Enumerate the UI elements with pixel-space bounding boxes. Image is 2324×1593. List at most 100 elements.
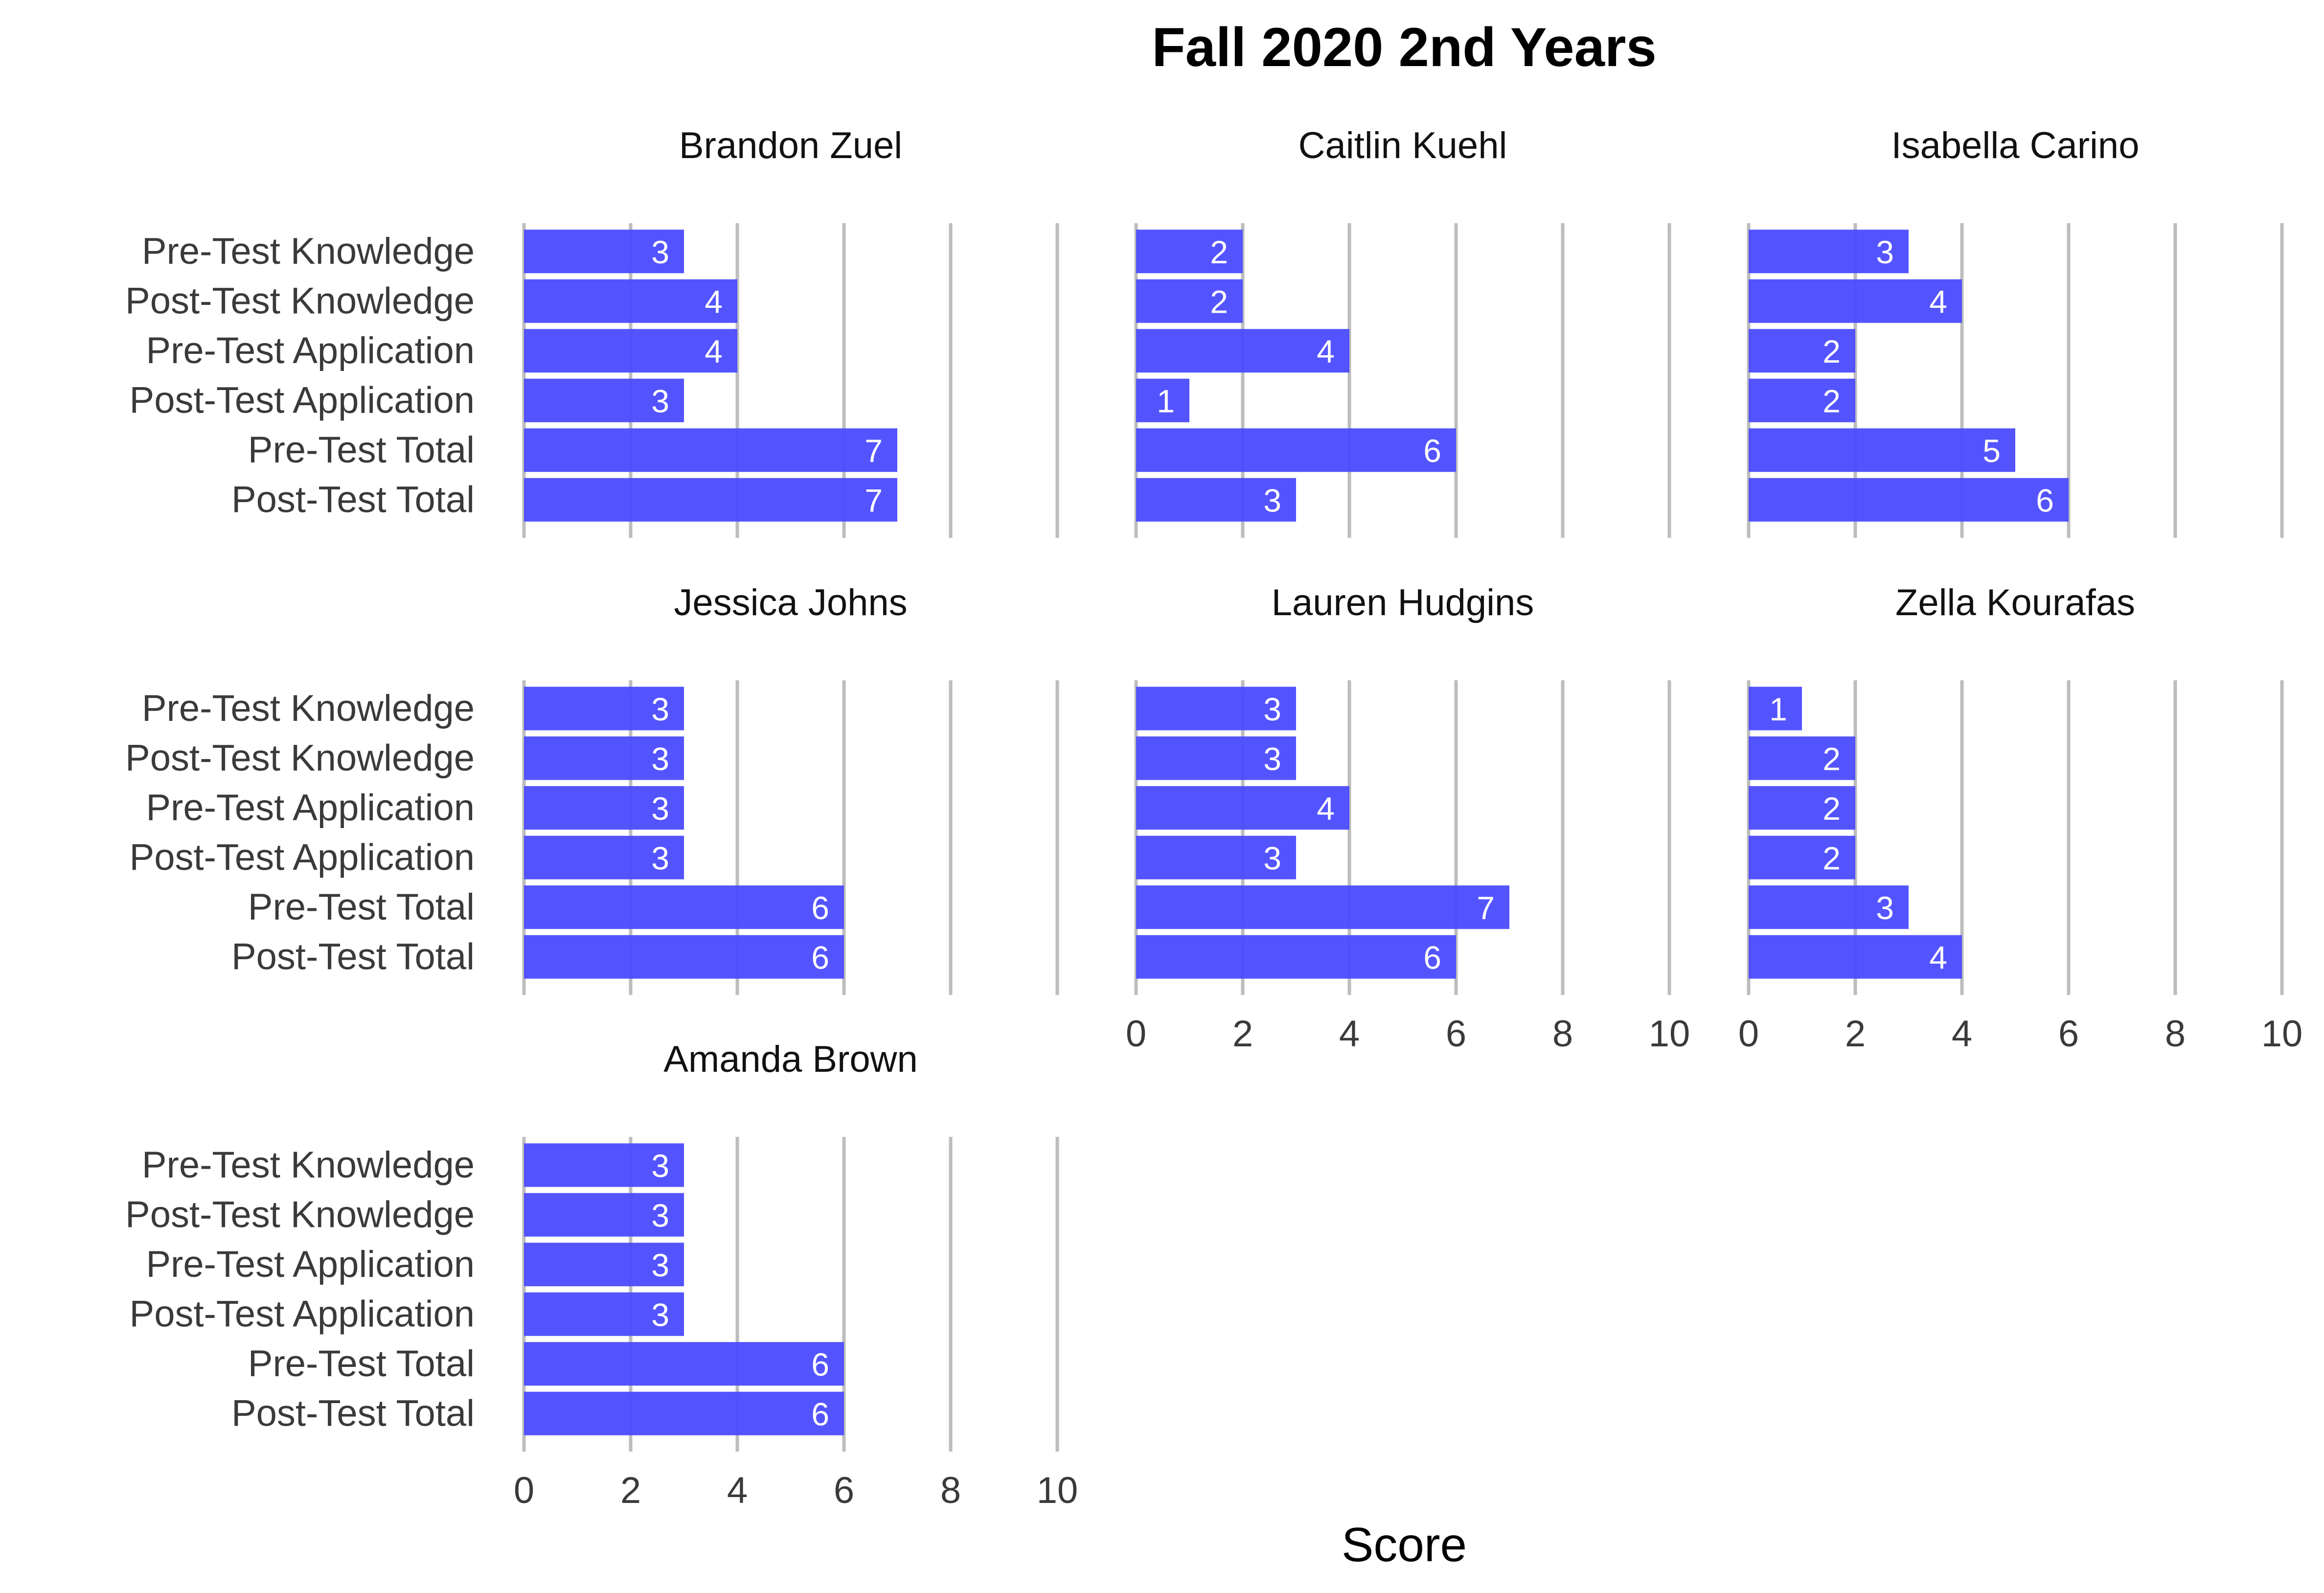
bar xyxy=(1136,478,1296,522)
bar xyxy=(524,1243,684,1287)
data-label: 3 xyxy=(1263,482,1281,518)
bar xyxy=(1136,885,1509,929)
data-label: 3 xyxy=(1263,691,1281,727)
panel-title: Amanda Brown xyxy=(663,1039,918,1080)
bar xyxy=(524,736,684,780)
category-label: Pre-Test Knowledge xyxy=(142,231,475,272)
data-label: 6 xyxy=(811,1396,829,1432)
bar xyxy=(1749,687,1802,731)
category-label: Pre-Test Application xyxy=(146,330,475,371)
data-label: 3 xyxy=(1876,890,1894,926)
panel-title: Caitlin Kuehl xyxy=(1299,125,1507,166)
x-tick-label: 6 xyxy=(2058,1013,2079,1055)
category-label: Post-Test Total xyxy=(231,936,475,977)
data-label: 3 xyxy=(651,234,669,270)
panel-title: Zella Kourafas xyxy=(1895,582,2135,623)
bar xyxy=(1136,378,1189,422)
category-label: Post-Test Application xyxy=(130,379,475,421)
x-tick-label: 0 xyxy=(1738,1013,1759,1055)
bar xyxy=(524,1143,684,1187)
x-tick-label: 8 xyxy=(2165,1013,2186,1055)
category-label: Post-Test Knowledge xyxy=(125,1194,475,1235)
bar xyxy=(524,835,684,879)
bar xyxy=(1749,935,1962,979)
bar xyxy=(524,378,684,422)
data-label: 3 xyxy=(1263,840,1281,876)
data-label: 3 xyxy=(651,1247,669,1283)
bar xyxy=(524,428,897,472)
category-label: Post-Test Knowledge xyxy=(125,280,475,322)
bar xyxy=(1136,230,1243,274)
panel-jessica-johns: Jessica Johns 3 3 3 3 6 6 Pre-Test Knowledge Pos… xyxy=(125,582,1059,995)
data-label: 3 xyxy=(1876,234,1894,270)
x-tick-label: 6 xyxy=(1446,1013,1466,1055)
data-label: 5 xyxy=(1982,433,2001,469)
bar xyxy=(1749,279,1962,323)
x-tick-label: 0 xyxy=(1126,1013,1146,1055)
x-tick-label: 2 xyxy=(1845,1013,1866,1055)
x-tick-label: 2 xyxy=(620,1470,641,1511)
bar xyxy=(524,786,684,830)
panel-title: Isabella Carino xyxy=(1891,125,2140,166)
data-label: 7 xyxy=(1477,890,1495,926)
x-tick-label: 10 xyxy=(1649,1013,1690,1055)
data-label: 7 xyxy=(865,433,883,469)
data-label: 6 xyxy=(1423,939,1441,975)
bar xyxy=(1136,736,1296,780)
bar xyxy=(524,329,737,373)
data-label: 4 xyxy=(1317,333,1335,369)
bar xyxy=(524,279,737,323)
bar xyxy=(1749,378,1855,422)
data-label: 3 xyxy=(1263,740,1281,777)
bar xyxy=(1136,687,1296,731)
x-tick-label: 10 xyxy=(1037,1470,1078,1511)
data-label: 1 xyxy=(1157,383,1175,419)
data-label: 4 xyxy=(1929,939,1947,975)
data-label: 3 xyxy=(651,691,669,727)
data-label: 3 xyxy=(651,740,669,777)
data-label: 3 xyxy=(651,1197,669,1233)
x-tick-label: 4 xyxy=(727,1470,748,1511)
data-label: 3 xyxy=(651,383,669,419)
bar xyxy=(1749,230,1909,274)
bar xyxy=(1749,885,1909,929)
data-label: 2 xyxy=(1823,790,1841,827)
data-label: 4 xyxy=(1317,790,1335,827)
category-label: Post-Test Knowledge xyxy=(125,737,475,779)
bar xyxy=(524,687,684,731)
category-label: Post-Test Total xyxy=(231,479,475,520)
data-label: 6 xyxy=(2036,482,2054,518)
data-label: 3 xyxy=(651,1148,669,1184)
category-label: Pre-Test Knowledge xyxy=(142,688,475,729)
category-label: Pre-Test Application xyxy=(146,787,475,829)
bar xyxy=(1136,329,1349,373)
bar xyxy=(524,1193,684,1237)
bar xyxy=(524,478,897,522)
panel-title: Brandon Zuel xyxy=(679,125,902,166)
category-label: Pre-Test Total xyxy=(248,429,475,471)
data-label: 2 xyxy=(1823,383,1841,419)
x-tick-label: 10 xyxy=(2261,1013,2303,1055)
x-tick-label: 0 xyxy=(514,1470,534,1511)
data-label: 6 xyxy=(811,1346,829,1383)
data-label: 2 xyxy=(1823,840,1841,876)
x-tick-label: 8 xyxy=(1552,1013,1573,1055)
x-tick-label: 6 xyxy=(834,1470,854,1511)
bar xyxy=(1749,786,1855,830)
data-label: 6 xyxy=(1423,433,1441,469)
category-label: Post-Test Application xyxy=(130,1293,475,1335)
panel-caitlin-kuehl: Caitlin Kuehl 2 2 4 1 6 3 xyxy=(1134,125,1671,538)
bar xyxy=(1136,786,1349,830)
x-tick-label: 4 xyxy=(1952,1013,1972,1055)
data-label: 6 xyxy=(811,890,829,926)
data-label: 2 xyxy=(1823,333,1841,369)
category-label: Post-Test Total xyxy=(231,1392,475,1434)
category-label: Pre-Test Knowledge xyxy=(142,1144,475,1186)
bar xyxy=(524,1292,684,1336)
x-axis-label: Score xyxy=(1342,1518,1467,1571)
data-label: 6 xyxy=(811,939,829,975)
